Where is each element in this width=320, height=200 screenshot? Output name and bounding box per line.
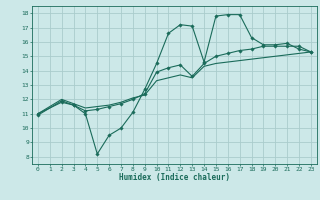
X-axis label: Humidex (Indice chaleur): Humidex (Indice chaleur) — [119, 173, 230, 182]
